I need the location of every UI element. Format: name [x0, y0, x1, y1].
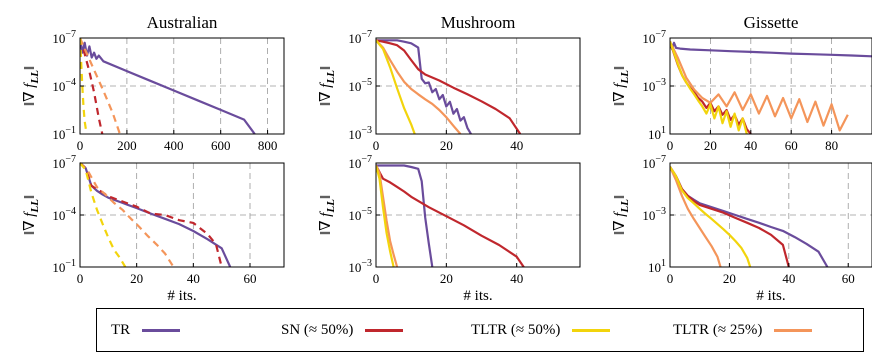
legend-swatch-tltr50 — [572, 328, 611, 332]
legend-label-tltr50: TLTR (≈ 50%) — [471, 321, 561, 338]
series-line-tr — [670, 41, 872, 58]
series-line-tltr25 — [80, 37, 121, 134]
x-tick-label: 80 — [825, 138, 838, 153]
series-line-sn — [80, 162, 223, 267]
y-tick-label: 101 — [648, 125, 666, 142]
x-axis-label: # its. — [463, 288, 492, 304]
legend-label-tr: TR — [111, 321, 131, 338]
y-axis-label: ‖∇ fLL‖ — [22, 195, 41, 235]
panel-title: Mushroom — [441, 13, 516, 32]
panel-title: Australian — [147, 13, 218, 32]
y-tick-label: 10−7 — [348, 154, 372, 171]
x-tick-label: 40 — [510, 138, 523, 153]
series-line-tltr50 — [670, 166, 752, 267]
x-tick-label: 0 — [373, 138, 380, 153]
x-tick-label: 40 — [510, 271, 523, 286]
series-line-tltr50 — [376, 165, 395, 267]
panel-2: 0 20 40 10−3 10−5 10−7 Mushroom ‖∇ fLL‖ — [318, 13, 581, 153]
x-tick-label: 20 — [440, 138, 453, 153]
y-axis-label: ‖∇ fLL‖ — [318, 66, 337, 106]
y-tick-label: 10−3 — [348, 125, 372, 142]
x-tick-label: 20 — [704, 138, 717, 153]
legend-entry-sn: SN (≈ 50%) — [281, 309, 404, 351]
x-tick-label: 400 — [164, 138, 184, 153]
y-tick-label: 10−3 — [642, 77, 666, 94]
panel-3: 0 20 40 60 80 101 10−3 10−7 Gissette ‖∇ fLL‖ — [612, 13, 872, 153]
x-tick-label: 0 — [667, 138, 674, 153]
y-tick-label: 10−4 — [52, 206, 76, 223]
series-line-sn — [376, 164, 525, 267]
x-tick-label: 0 — [667, 271, 674, 286]
x-tick-label: 800 — [258, 138, 278, 153]
y-tick-label: 10−4 — [52, 77, 76, 94]
y-tick-label: 10−7 — [52, 29, 76, 46]
x-tick-label: 40 — [744, 138, 757, 153]
x-tick-label: 20 — [723, 271, 736, 286]
legend-label-tltr25: TLTR (≈ 25%) — [673, 321, 763, 338]
y-tick-label: 10−5 — [348, 206, 372, 223]
y-tick-label: 10−3 — [642, 206, 666, 223]
y-tick-label: 101 — [648, 258, 666, 275]
legend-swatch-sn — [365, 328, 404, 332]
panel-5: 0 20 40 10−3 10−5 10−7 ‖∇ fLL‖ # its. — [318, 154, 581, 304]
y-tick-label: 10−5 — [348, 77, 372, 94]
y-axis-label: ‖∇ fLL‖ — [612, 66, 631, 106]
series-line-tr — [80, 37, 256, 134]
series-line-sn — [376, 39, 522, 134]
x-tick-label: 60 — [244, 271, 257, 286]
y-tick-label: 10−1 — [52, 125, 76, 142]
x-tick-label: 40 — [782, 271, 795, 286]
x-tick-label: 20 — [440, 271, 453, 286]
y-tick-label: 10−1 — [52, 258, 76, 275]
y-tick-label: 10−7 — [52, 154, 76, 171]
y-tick-label: 10−7 — [642, 154, 666, 171]
y-axis-label: ‖∇ fLL‖ — [22, 66, 41, 106]
series-line-tltr50 — [80, 37, 88, 134]
series-line-tltr50 — [376, 39, 416, 134]
y-tick-label: 10−7 — [348, 29, 372, 46]
series-line-tltr50 — [670, 41, 748, 134]
x-tick-label: 0 — [373, 271, 380, 286]
x-tick-label: 60 — [785, 138, 798, 153]
panel-4: 0 20 40 60 10−1 10−4 10−7 ‖∇ fLL‖ # its. — [22, 154, 285, 304]
series-line-tltr50 — [80, 162, 127, 267]
series-line-tltr25 — [376, 39, 462, 134]
legend-entry-tltr50: TLTR (≈ 50%) — [471, 309, 611, 351]
legend-entry-tltr25: TLTR (≈ 25%) — [673, 309, 813, 351]
series-line-sn — [80, 37, 104, 134]
x-axis-label: # its. — [756, 288, 785, 304]
y-axis-label: ‖∇ fLL‖ — [318, 195, 337, 235]
panel-1: 0 200 400 600 800 10−1 10−4 10−7 Australian ‖∇ fL… — [22, 13, 285, 153]
legend-swatch-tr — [142, 328, 181, 332]
x-axis-label: # its. — [167, 288, 196, 304]
x-tick-label: 200 — [117, 138, 137, 153]
series-line-tr — [376, 164, 434, 267]
legend-entry-tr: TR — [111, 309, 181, 351]
panel-6: 0 20 40 60 101 10−3 10−7 ‖∇ fLL‖ # its. — [612, 154, 872, 304]
series-line-tltr25 — [80, 162, 175, 267]
x-tick-label: 600 — [211, 138, 231, 153]
x-tick-label: 0 — [77, 271, 84, 286]
series-line-tltr25 — [670, 166, 722, 267]
x-tick-label: 0 — [77, 138, 84, 153]
panel-title: Gissette — [744, 13, 799, 32]
legend-label-sn: SN (≈ 50%) — [281, 321, 354, 338]
x-tick-label: 40 — [187, 271, 200, 286]
y-tick-label: 10−7 — [642, 29, 666, 46]
x-tick-label: 60 — [842, 271, 855, 286]
y-axis-label: ‖∇ fLL‖ — [612, 195, 631, 235]
legend-swatch-tltr25 — [774, 328, 813, 332]
y-tick-label: 10−3 — [348, 258, 372, 275]
legend: TR SN (≈ 50%) TLTR (≈ 50%) TLTR (≈ 25%) — [96, 308, 864, 352]
series-line-tr — [376, 39, 472, 134]
x-tick-label: 20 — [130, 271, 143, 286]
series-line-tltr25 — [376, 165, 399, 267]
series-line-tltr25 — [670, 41, 849, 132]
